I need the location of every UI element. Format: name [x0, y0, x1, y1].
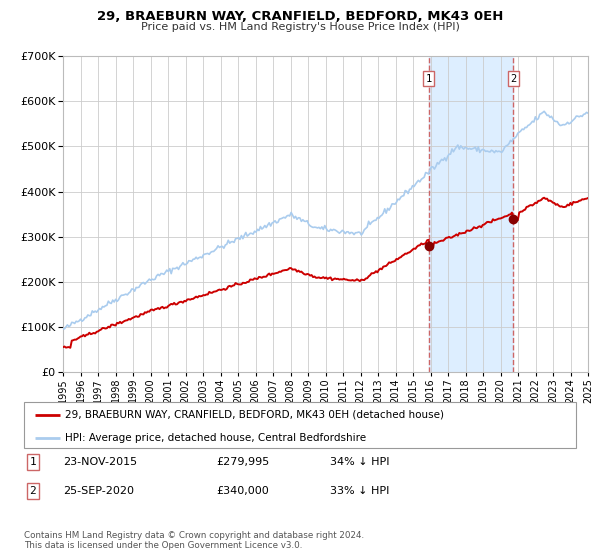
FancyBboxPatch shape: [24, 402, 576, 448]
Text: 25-SEP-2020: 25-SEP-2020: [63, 486, 134, 496]
Text: 2: 2: [510, 73, 517, 83]
Text: Price paid vs. HM Land Registry's House Price Index (HPI): Price paid vs. HM Land Registry's House …: [140, 22, 460, 32]
Text: 34% ↓ HPI: 34% ↓ HPI: [330, 457, 389, 467]
Text: 23-NOV-2015: 23-NOV-2015: [63, 457, 137, 467]
Text: 33% ↓ HPI: 33% ↓ HPI: [330, 486, 389, 496]
Text: HPI: Average price, detached house, Central Bedfordshire: HPI: Average price, detached house, Cent…: [65, 433, 367, 443]
Text: £279,995: £279,995: [216, 457, 269, 467]
Text: 1: 1: [425, 73, 432, 83]
Text: 1: 1: [29, 457, 37, 467]
Bar: [429, 56, 513, 372]
Text: £340,000: £340,000: [216, 486, 269, 496]
Text: Contains HM Land Registry data © Crown copyright and database right 2024.
This d: Contains HM Land Registry data © Crown c…: [24, 530, 364, 550]
Text: 2: 2: [29, 486, 37, 496]
Text: 29, BRAEBURN WAY, CRANFIELD, BEDFORD, MK43 0EH (detached house): 29, BRAEBURN WAY, CRANFIELD, BEDFORD, MK…: [65, 410, 445, 420]
Text: 29, BRAEBURN WAY, CRANFIELD, BEDFORD, MK43 0EH: 29, BRAEBURN WAY, CRANFIELD, BEDFORD, MK…: [97, 10, 503, 23]
